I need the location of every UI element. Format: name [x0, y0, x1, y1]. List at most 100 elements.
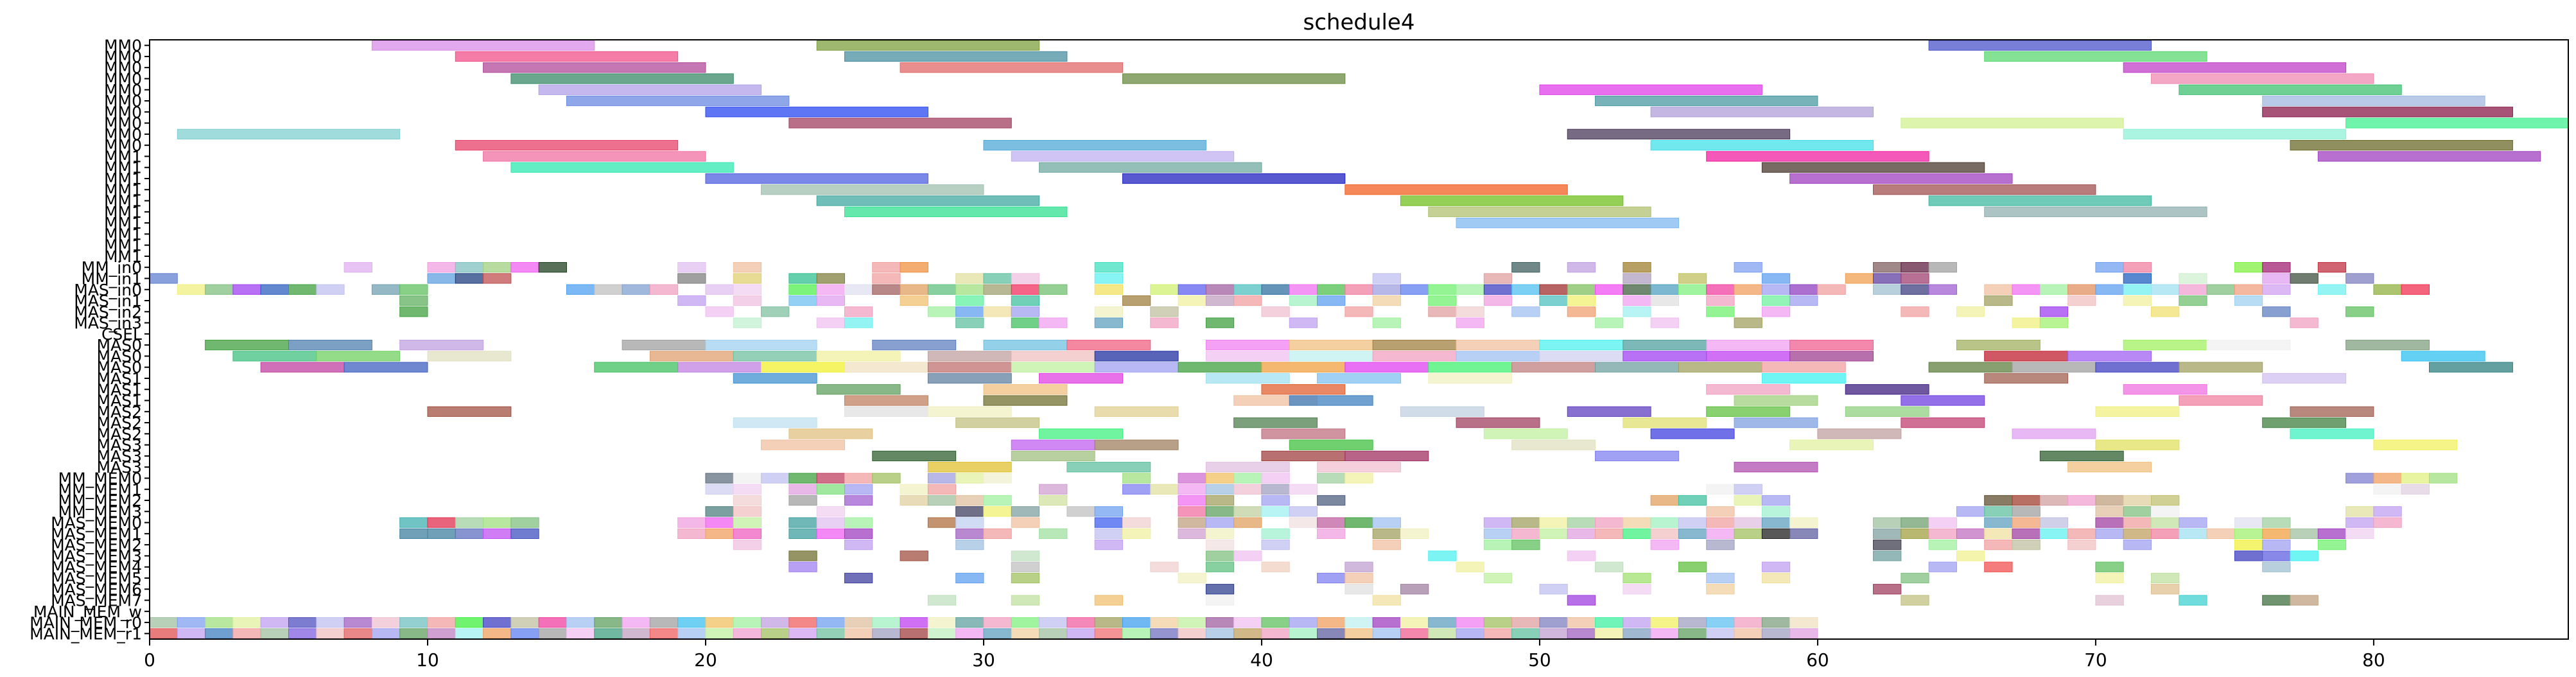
gantt-bar [1429, 617, 1456, 627]
gantt-bar [1985, 562, 2012, 572]
gantt-bar [1651, 518, 1678, 527]
gantt-bar [1206, 540, 1233, 550]
gantt-bar [511, 263, 539, 272]
gantt-bar [789, 118, 1011, 128]
gantt-bar [844, 573, 872, 583]
gantt-bar [900, 551, 928, 561]
gantt-bar [1095, 362, 1178, 372]
gantt-bar [1095, 285, 1122, 294]
gantt-bar [2152, 507, 2179, 516]
gantt-bar [428, 518, 455, 527]
gantt-bar [928, 362, 1011, 372]
gantt-bar [1429, 373, 1512, 383]
gantt-bar [733, 318, 761, 328]
gantt-bar [844, 207, 1066, 216]
gantt-bar [2123, 274, 2151, 283]
gantt-bar [400, 629, 428, 638]
gantt-bar [733, 295, 761, 305]
gantt-bar [1178, 484, 1206, 494]
gantt-bar [2179, 362, 2263, 372]
gantt-bar [150, 274, 177, 283]
gantt-bar [1707, 518, 1734, 527]
gantt-bar [844, 495, 872, 505]
gantt-bar [1567, 551, 1595, 561]
gantt-bar [1623, 518, 1651, 527]
gantt-bar [1985, 51, 2207, 61]
gantt-bar [1318, 373, 1401, 383]
gantt-bar [1596, 518, 1623, 527]
gantt-bar [205, 629, 233, 638]
gantt-bar [956, 529, 984, 538]
gantt-bar [900, 63, 1122, 73]
gantt-bar [928, 495, 955, 505]
gantt-bar [1874, 551, 1901, 561]
gantt-bar [1151, 629, 1178, 638]
gantt-bar [706, 340, 817, 350]
gantt-bar [1373, 595, 1400, 605]
gantt-bar [2346, 518, 2374, 527]
gantt-bar [2012, 495, 2040, 505]
gantt-bar [733, 507, 761, 516]
gantt-bar [1206, 285, 1233, 294]
gantt-bar [261, 362, 344, 372]
gantt-bar [1011, 451, 1095, 461]
gantt-bar [1762, 573, 1789, 583]
gantt-bar [1400, 629, 1428, 638]
gantt-bar [984, 285, 1011, 294]
gantt-bar [483, 63, 706, 73]
gantt-bar [928, 473, 955, 483]
gantt-bar [150, 617, 177, 627]
gantt-bar [1400, 196, 1623, 206]
gantt-bar [761, 440, 845, 450]
gantt-bar [2123, 295, 2151, 305]
gantt-bar [2040, 318, 2067, 328]
gantt-bar [1040, 373, 1123, 383]
gantt-bar [1456, 285, 1484, 294]
gantt-bar [2179, 274, 2207, 283]
gantt-bar [2318, 529, 2345, 538]
gantt-bar [2068, 285, 2096, 294]
gantt-bar [1623, 340, 1707, 350]
gantt-bar [2068, 351, 2152, 361]
gantt-bar [2179, 285, 2207, 294]
gantt-bar [1734, 396, 1818, 405]
gantt-bar [1734, 529, 1762, 538]
gantt-bar [928, 407, 1011, 416]
gantt-bar [1484, 573, 1511, 583]
gantt-bar [789, 429, 873, 439]
gantt-bar [1262, 529, 1289, 538]
gantt-bar [511, 518, 539, 527]
gantt-bar [2123, 285, 2151, 294]
gantt-bar [2430, 362, 2513, 372]
gantt-bar [733, 518, 761, 527]
gantt-bar [1095, 518, 1122, 527]
gantt-bar [1234, 484, 1262, 494]
gantt-bar [1790, 173, 2012, 183]
gantt-bar [428, 263, 455, 272]
gantt-bar [400, 529, 428, 538]
gantt-bar [873, 285, 900, 294]
gantt-bar [2179, 85, 2401, 94]
gantt-bar [1011, 595, 1039, 605]
gantt-bar [1874, 529, 1901, 538]
gantt-bar [1484, 629, 1511, 638]
gantt-bar [761, 307, 789, 317]
gantt-bar [1345, 518, 1373, 527]
gantt-bar [1318, 573, 1345, 583]
gantt-bar [595, 629, 622, 638]
gantt-bar [984, 473, 1011, 483]
gantt-bar [1095, 617, 1122, 627]
gantt-bar [1234, 617, 1262, 627]
gantt-bar [2123, 263, 2151, 272]
gantt-bar [1011, 507, 1039, 516]
gantt-bar [595, 617, 622, 627]
gantt-bar [566, 617, 594, 627]
gantt-bar [233, 285, 261, 294]
gantt-bar [1178, 295, 1206, 305]
gantt-bar [1373, 518, 1400, 527]
gantt-bar [1234, 518, 1262, 527]
gantt-bar [1734, 263, 1762, 272]
gantt-bar [1400, 407, 1484, 416]
